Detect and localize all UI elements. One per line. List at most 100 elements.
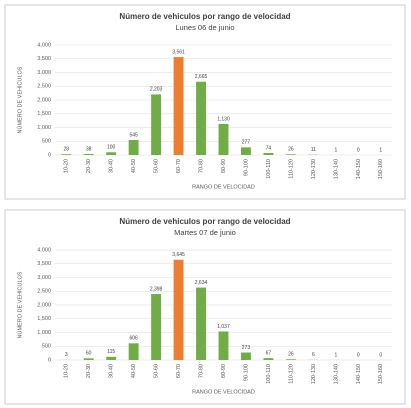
value-label: 2,634 xyxy=(195,280,208,286)
x-tick-label: 80-90 xyxy=(221,159,227,173)
value-label: 1,130 xyxy=(217,116,230,122)
value-label: 606 xyxy=(129,336,138,342)
x-tick-label: 120-130 xyxy=(311,159,317,179)
value-label: 0 xyxy=(357,352,360,358)
x-tick-label: 140-150 xyxy=(356,159,362,179)
value-label: 60 xyxy=(86,351,92,357)
bar xyxy=(151,94,162,155)
value-label: 3 xyxy=(65,352,68,358)
y-tick-label: 1,000 xyxy=(37,125,51,131)
value-label: 115 xyxy=(107,349,115,355)
value-label: 273 xyxy=(242,345,251,351)
x-tick-label: 20-30 xyxy=(86,159,92,173)
value-label: 38 xyxy=(86,146,92,152)
bar xyxy=(106,152,117,155)
y-tick-label: 3,500 xyxy=(37,56,51,62)
bar xyxy=(196,287,206,360)
y-tick-label: 2,500 xyxy=(37,289,51,295)
value-label: 26 xyxy=(288,352,294,358)
bar xyxy=(173,57,184,156)
value-label: 1 xyxy=(334,352,337,358)
x-tick-label: 90-100 xyxy=(243,159,249,176)
x-tick-label: 70-80 xyxy=(198,364,204,378)
x-tick-label: 50-60 xyxy=(154,159,160,173)
chart-title: Número de vehiculos por rango de velocid… xyxy=(119,12,290,21)
y-tick-label: 0 xyxy=(48,152,51,158)
x-tick-label: 100-110 xyxy=(266,159,272,179)
y-tick-label: 2,000 xyxy=(37,97,51,103)
value-label: 28 xyxy=(63,147,69,153)
y-tick-label: 500 xyxy=(42,344,51,350)
value-label: 1 xyxy=(379,147,382,153)
value-label: 67 xyxy=(266,350,272,356)
x-tick-label: 130-140 xyxy=(333,159,339,179)
y-tick-label: 4,000 xyxy=(37,247,51,253)
bar xyxy=(218,331,229,360)
x-tick-label: 110-120 xyxy=(288,364,294,384)
value-label: 26 xyxy=(288,147,294,153)
value-label: 0 xyxy=(357,147,360,153)
x-tick-label: 10-20 xyxy=(64,364,70,378)
x-tick-label: 50-60 xyxy=(154,364,160,378)
y-tick-label: 0 xyxy=(48,357,51,363)
bar xyxy=(106,356,117,360)
x-tick-label: 100-110 xyxy=(266,364,272,384)
x-tick-label: 140-150 xyxy=(356,364,362,384)
value-label: 0 xyxy=(379,352,382,358)
bar xyxy=(241,352,251,360)
x-tick-label: 40-50 xyxy=(131,159,137,173)
bar xyxy=(128,343,139,360)
value-label: 1,037 xyxy=(217,324,230,330)
bar xyxy=(263,358,274,360)
y-tick-label: 4,000 xyxy=(37,42,51,48)
x-axis-label: RANGO DE VELOCIDAD xyxy=(192,389,255,395)
x-axis-label: RANGO DE VELOCIDAD xyxy=(192,184,255,190)
y-tick-label: 3,500 xyxy=(37,261,51,267)
x-tick-label: 130-140 xyxy=(333,364,339,384)
value-label: 545 xyxy=(129,132,138,138)
value-label: 74 xyxy=(266,145,272,151)
x-tick-label: 150-160 xyxy=(378,159,384,179)
value-label: 277 xyxy=(242,140,251,146)
y-tick-label: 500 xyxy=(42,139,51,145)
y-tick-label: 1,500 xyxy=(37,316,51,322)
bar xyxy=(241,147,251,155)
bar xyxy=(263,152,274,155)
bar xyxy=(83,153,94,155)
y-tick-label: 1,000 xyxy=(37,330,51,336)
x-tick-label: 60-70 xyxy=(176,364,182,378)
x-tick-label: 150-160 xyxy=(378,364,384,384)
chart-title: Número de vehiculos por rango de velocid… xyxy=(119,217,290,226)
bar xyxy=(196,81,206,155)
y-tick-label: 3,000 xyxy=(37,275,51,281)
y-tick-label: 2,500 xyxy=(37,84,51,90)
bar xyxy=(285,359,296,360)
value-label: 1 xyxy=(334,147,337,153)
bar xyxy=(128,140,139,155)
x-tick-label: 30-40 xyxy=(109,159,115,173)
bar xyxy=(83,358,94,360)
value-label: 11 xyxy=(311,147,316,153)
x-tick-label: 20-30 xyxy=(86,364,92,378)
bar xyxy=(61,154,72,155)
bar xyxy=(218,123,229,155)
x-tick-label: 80-90 xyxy=(221,364,227,378)
bar xyxy=(285,154,296,155)
y-axis-label: NÚMERO DE VEHÍCULOS xyxy=(16,271,23,338)
y-tick-label: 2,000 xyxy=(37,302,51,308)
x-tick-label: 60-70 xyxy=(176,159,182,173)
bar xyxy=(151,294,162,360)
x-tick-label: 30-40 xyxy=(109,364,115,378)
chart-subtitle: Lunes 06 de junio xyxy=(175,23,234,32)
x-tick-label: 40-50 xyxy=(131,364,137,378)
value-label: 2,398 xyxy=(150,286,163,292)
chart-subtitle: Martes 07 de junio xyxy=(174,228,236,237)
value-label: 100 xyxy=(107,145,116,151)
value-label: 2,665 xyxy=(195,74,208,80)
bar xyxy=(173,259,184,360)
x-tick-label: 70-80 xyxy=(198,159,204,173)
y-tick-label: 1,500 xyxy=(37,111,51,117)
x-tick-label: 10-20 xyxy=(64,159,70,173)
value-label: 6 xyxy=(312,352,315,358)
